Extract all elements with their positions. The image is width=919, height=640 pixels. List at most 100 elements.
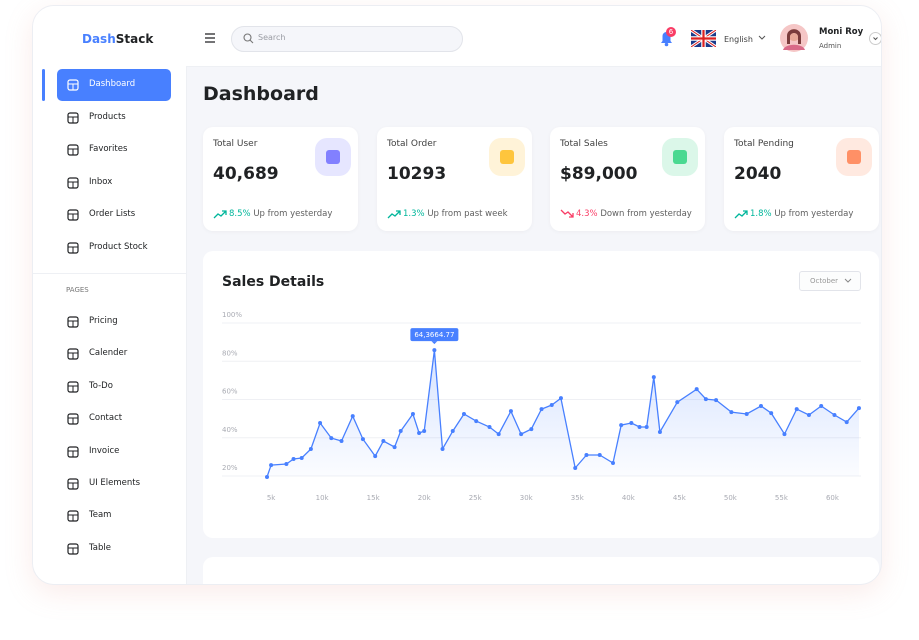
search-box[interactable]: Search: [231, 26, 463, 52]
point: [373, 454, 378, 459]
month-filter-label: October: [810, 277, 839, 285]
point: [284, 461, 289, 466]
stat-card: Total User 40,689 8.5% Up from yesterday: [203, 127, 358, 231]
x-tick-label: 45k: [673, 494, 687, 502]
nav-item[interactable]: Team: [57, 500, 171, 532]
change-value: 8.5%: [229, 209, 251, 219]
nav-item[interactable]: Inbox: [57, 167, 171, 199]
x-tick-label: 60k: [826, 494, 840, 502]
nav-icon: [67, 543, 79, 555]
nav-item[interactable]: Favorites: [57, 134, 171, 166]
menu-button[interactable]: [204, 33, 216, 43]
tooltip-box: [410, 328, 459, 342]
nav-item[interactable]: UI Elements: [57, 468, 171, 500]
point: [703, 397, 708, 402]
point: [769, 411, 774, 416]
y-tick-label: 20%: [222, 464, 238, 472]
profile-menu-button[interactable]: [869, 32, 882, 45]
user-role: Admin: [819, 42, 842, 50]
icon-shape: [673, 150, 687, 164]
point: [729, 410, 734, 415]
page-title: Dashboard: [203, 83, 319, 105]
change-note: Up from past week: [427, 209, 508, 219]
card-value: 10293: [387, 164, 447, 184]
nav-icon: [67, 413, 79, 425]
language-chevron: [758, 35, 766, 40]
icon-shape: [68, 482, 78, 489]
nav-item[interactable]: Products: [57, 102, 171, 134]
point: [318, 421, 323, 426]
card-icon-glyph: [326, 150, 340, 164]
x-tick-label: 10k: [316, 494, 330, 502]
point: [819, 404, 824, 409]
card-icon-glyph: [673, 150, 687, 164]
notification-badge: 6: [666, 27, 676, 37]
nav-item[interactable]: Table: [57, 533, 171, 565]
nav-icon: [67, 79, 79, 91]
nav-icon: [67, 510, 79, 522]
top-bar: DashStack Search 6 English Moni Roy Admi…: [33, 6, 881, 67]
nav-label: Team: [89, 510, 112, 521]
language-select[interactable]: English: [724, 35, 753, 44]
point: [299, 456, 304, 461]
nav-item[interactable]: Contact: [57, 403, 171, 435]
active-indicator: [42, 69, 45, 101]
nav-label: To-Do: [89, 380, 113, 391]
point: [529, 427, 534, 432]
icon-shape: [68, 213, 78, 220]
icon-shape: [68, 417, 78, 425]
point: [339, 439, 344, 444]
card-title: Total Sales: [560, 139, 608, 149]
point: [782, 432, 787, 437]
flag-icon: [691, 30, 716, 47]
icon-shape: [68, 385, 78, 392]
x-tick-label: 15k: [367, 494, 381, 502]
point: [496, 432, 501, 437]
bottom-panel: [203, 557, 879, 584]
card-icon: [489, 138, 525, 176]
point: [744, 412, 749, 417]
point: [629, 421, 634, 426]
nav-item[interactable]: Pricing: [57, 306, 171, 338]
x-tick-label: 40k: [622, 494, 636, 502]
month-filter[interactable]: October: [799, 271, 861, 291]
tooltip-pointer: [431, 341, 438, 345]
area: [267, 350, 859, 477]
card-change: 1.3% Up from past week: [403, 209, 508, 219]
nav-item[interactable]: Calender: [57, 338, 171, 370]
nav-item[interactable]: Order Lists: [57, 199, 171, 231]
point: [487, 425, 492, 430]
trend-arrow: [734, 210, 748, 219]
sales-chart: Sales Details 20% 40% 60% 80% 100% 5k 10k 15k 20…: [222, 274, 861, 502]
card-icon-glyph: [500, 150, 514, 164]
card-icon: [315, 138, 351, 176]
point: [474, 419, 479, 424]
change-value: 1.3%: [403, 209, 425, 219]
section-label: PAGES: [66, 286, 89, 294]
nav-item[interactable]: Dashboard: [57, 69, 171, 101]
point: [432, 348, 437, 353]
x-tick-label: 30k: [520, 494, 534, 502]
y-tick-label: 60%: [222, 388, 238, 396]
nav-icon: [67, 381, 79, 393]
trend-arrow: [560, 209, 574, 218]
nav-icon: [67, 144, 79, 156]
card-icon: [662, 138, 698, 176]
card-value: 2040: [734, 164, 782, 184]
trend-arrow: [213, 210, 227, 219]
icon-shape: [847, 150, 861, 164]
nav-item[interactable]: Product Stock: [57, 232, 171, 264]
avatar[interactable]: [780, 24, 808, 52]
card-title: Total Order: [387, 139, 437, 149]
app-window: DashStack Search 6 English Moni Roy Admi…: [32, 5, 882, 585]
nav-icon: [67, 316, 79, 328]
point: [308, 447, 313, 452]
stat-card: Total Sales $89,000 4.3% Down from yesterd…: [550, 127, 705, 231]
nav-item[interactable]: Invoice: [57, 436, 171, 468]
change-value: 4.3%: [576, 209, 598, 219]
nav-label: Favorites: [89, 144, 128, 154]
point: [694, 387, 699, 392]
nav-item[interactable]: To-Do: [57, 371, 171, 403]
user-name: Moni Roy: [819, 27, 864, 37]
nav-label: Invoice: [89, 445, 120, 456]
